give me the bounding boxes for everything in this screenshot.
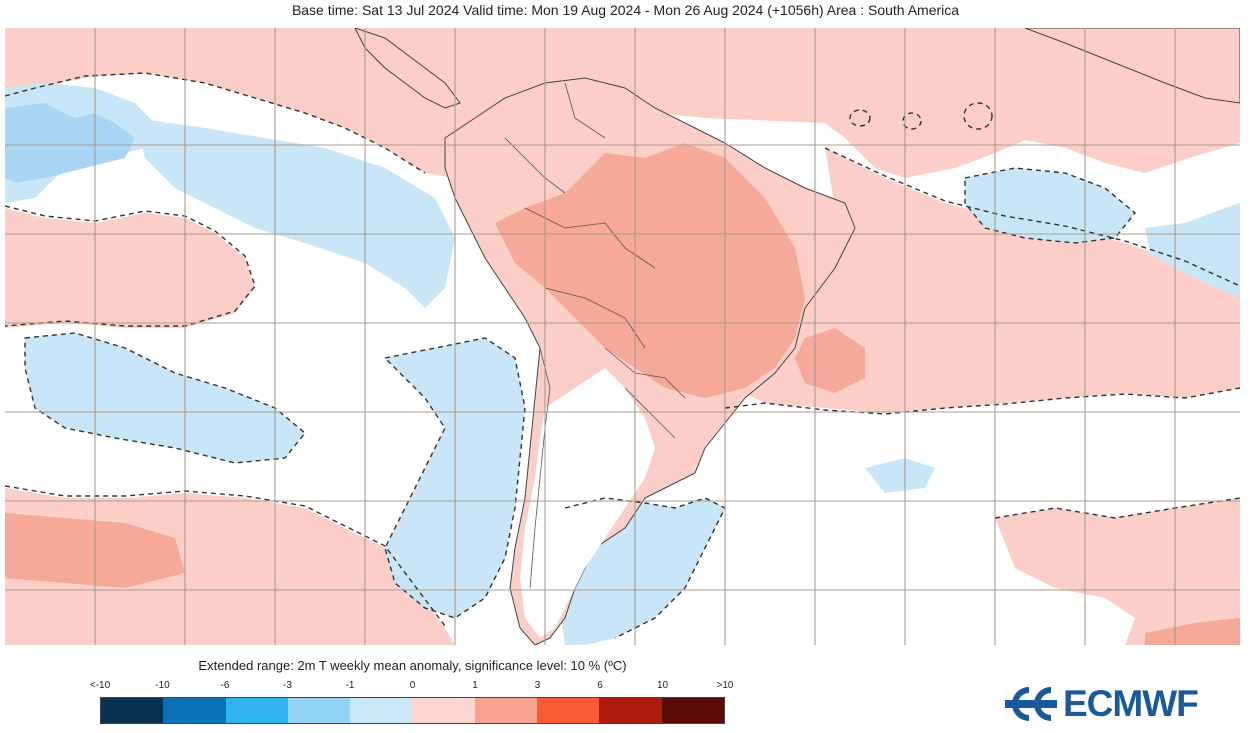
- legend-swatch: [474, 698, 538, 723]
- legend-title: Extended range: 2m T weekly mean anomaly…: [198, 658, 627, 673]
- legend-tick-label: 0: [409, 680, 416, 691]
- legend-swatch: [599, 698, 662, 723]
- legend-swatch: [661, 698, 724, 723]
- chart-title: Base time: Sat 13 Jul 2024 Valid time: M…: [291, 2, 960, 18]
- legend-tick-label: -1: [345, 680, 355, 691]
- legend-swatch: [412, 698, 475, 723]
- legend-swatch: [350, 698, 413, 723]
- legend-tick-label: 6: [597, 680, 603, 691]
- legend-tick-label: <-10: [89, 680, 111, 691]
- legend-tick-label: 3: [534, 680, 541, 691]
- ecmwf-logo-text: ECMWF: [1063, 683, 1199, 724]
- warm-anomaly-southeast: [995, 498, 1240, 645]
- cool-anomaly-atlantic-far-east: [1145, 203, 1240, 298]
- gridlines: [5, 28, 1240, 645]
- legend-ticks: <-10 -10 -6 -3 -1 0 1 3 6 10 >10: [90, 680, 734, 694]
- legend-tick-label: -10: [155, 680, 170, 691]
- ecmwf-logo-icon: [1005, 687, 1057, 721]
- warm-core-southeast: [1145, 618, 1240, 645]
- legend-swatch: [225, 698, 288, 723]
- anomaly-map: [5, 28, 1240, 645]
- legend-colorbar: [100, 697, 725, 724]
- legend-tick-label: -3: [283, 680, 292, 691]
- cool-anomaly-atlantic-east: [965, 168, 1135, 243]
- warm-anomaly-west: [5, 208, 255, 328]
- ecmwf-logo: ECMWF: [1003, 683, 1238, 725]
- legend-tick-label: 10: [656, 680, 669, 691]
- warm-core-atlantic-patch: [795, 328, 865, 393]
- legend-swatch: [537, 698, 600, 723]
- cool-anomaly-south-atlantic-patch: [865, 458, 935, 493]
- warm-core-brazil: [495, 143, 805, 398]
- legend-tick-label: >10: [716, 680, 734, 691]
- cool-anomaly-pacific-band: [135, 118, 455, 308]
- legend-swatch: [101, 698, 164, 723]
- cool-core-north-pacific: [5, 103, 135, 183]
- legend-tick-label: -6: [220, 680, 230, 691]
- central-america-land: [354, 28, 461, 109]
- caribbean-islands: [1024, 28, 1240, 104]
- legend-swatch: [163, 698, 226, 723]
- legend-swatch: [287, 698, 351, 723]
- neutral-southern-cone: [520, 368, 655, 638]
- legend-tick-label: 1: [472, 680, 478, 691]
